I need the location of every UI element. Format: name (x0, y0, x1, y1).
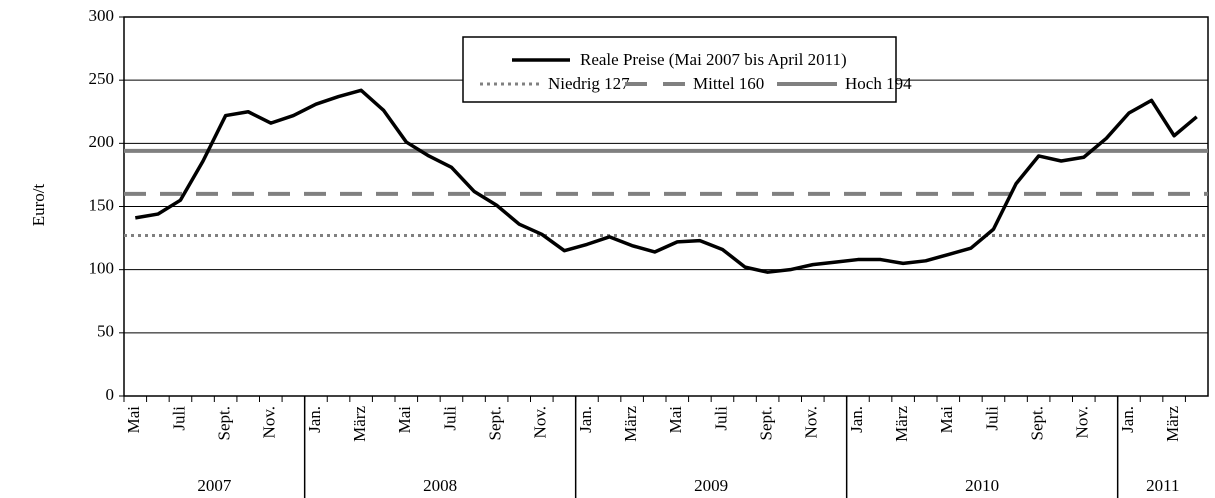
x-tick-label: Mai (666, 406, 685, 434)
y-tick-label: 250 (89, 69, 115, 88)
x-tick-label: März (1163, 406, 1182, 442)
year-label: 2007 (197, 476, 232, 495)
x-tick-label: Juli (711, 406, 730, 431)
y-tick-label: 50 (97, 322, 114, 341)
x-tick-label: Jan. (1118, 406, 1137, 433)
x-tick-label: März (350, 406, 369, 442)
y-axis-label: Euro/t (29, 183, 48, 226)
y-tick-label: 300 (89, 6, 115, 25)
legend-box (462, 36, 897, 103)
x-tick-label: Nov. (1073, 406, 1092, 438)
x-tick-label: Nov. (531, 406, 550, 438)
y-tick-label: 200 (89, 132, 115, 151)
legend-label: Hoch 194 (845, 74, 912, 93)
year-label: 2009 (694, 476, 728, 495)
x-tick-label: Nov. (260, 406, 279, 438)
legend: Reale Preise (Mai 2007 bis April 2011) Ni… (462, 36, 912, 103)
year-label: 2010 (965, 476, 999, 495)
x-tick-label: Jan. (847, 406, 866, 433)
price-line (135, 88, 1198, 274)
x-tick-label: Jan. (576, 406, 595, 433)
x-tick-label: März (892, 406, 911, 442)
x-tick-label: Nov. (802, 406, 821, 438)
x-tick-label: Mai (937, 406, 956, 434)
legend-label: Mittel 160 (693, 74, 764, 93)
x-tick-label: März (621, 406, 640, 442)
x-tick-label: Juli (169, 406, 188, 431)
y-tick-label: 0 (106, 385, 115, 404)
x-tick-label: Sept. (486, 406, 505, 440)
year-label: 2008 (423, 476, 457, 495)
x-tick-label: Sept. (1028, 406, 1047, 440)
x-tick-label: Jan. (305, 406, 324, 433)
y-tick-label: 100 (89, 259, 115, 278)
x-tick-label: Sept. (215, 406, 234, 440)
x-tick-label: Sept. (757, 406, 776, 440)
x-tick-label: Juli (982, 406, 1001, 431)
x-tick-label: Mai (395, 406, 414, 434)
year-label: 2011 (1146, 476, 1179, 495)
legend-label: Niedrig 127 (548, 74, 630, 93)
y-tick-label: 150 (89, 195, 115, 214)
x-tick-label: Mai (124, 406, 143, 434)
x-tick-label: Juli (440, 406, 459, 431)
legend-label: Reale Preise (Mai 2007 bis April 2011) (580, 50, 847, 69)
